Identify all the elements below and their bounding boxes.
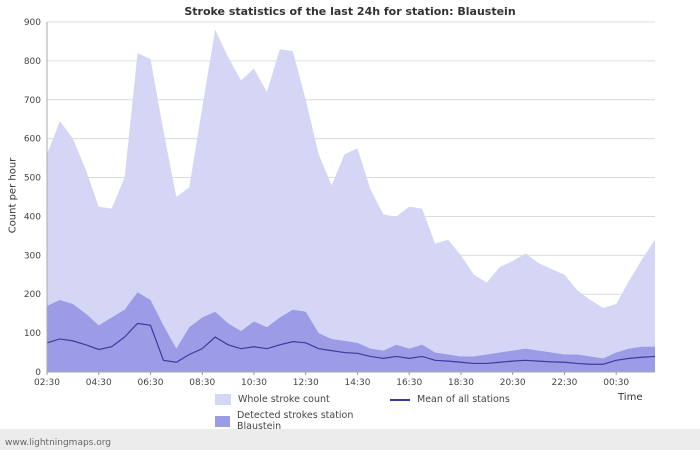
x-tick-label: 06:30 [138,378,164,388]
x-tick-label: 14:30 [344,378,370,388]
footer-bar: www.lightningmaps.org [0,429,700,450]
legend-label-detected-strokes: Detected strokes station Blaustein [236,410,354,432]
y-tick-label: 500 [24,174,41,184]
x-tick-label: 20:30 [500,378,526,388]
y-tick-label: 0 [35,368,41,378]
whole-stroke-swatch [215,394,231,405]
y-axis-label: Count per hour [7,157,19,234]
x-tick-label: 04:30 [86,378,112,388]
legend-item-mean: Mean of all stations [390,394,510,405]
legend-label-mean: Mean of all stations [417,394,510,405]
y-tick-label: 900 [24,18,41,28]
legend-item-detected-strokes: Detected strokes station Blaustein [215,410,390,432]
detected-strokes-area [47,292,655,372]
legend: Whole stroke count Detected strokes stat… [215,394,510,432]
y-tick-label: 400 [24,212,41,222]
mean-line [46,322,656,365]
y-tick-label: 100 [24,329,41,339]
detected-strokes-swatch [215,415,230,427]
whole-stroke-area [47,29,655,373]
y-tick-label: 600 [24,135,41,145]
x-tick-label: 16:30 [396,378,422,388]
mean-line-swatch [390,398,410,401]
x-tick-label: 10:30 [241,378,267,388]
y-tick-label: 800 [24,57,41,67]
y-tick-label: 200 [24,290,41,300]
legend-label-whole-stroke: Whole stroke count [238,394,330,405]
x-tick-label: 18:30 [448,378,474,388]
chart-title: Stroke statistics of the last 24h for st… [184,5,516,18]
x-tick-label: 08:30 [189,378,215,388]
x-tick-label: 12:30 [293,378,319,388]
x-tick-label: 00:30 [603,378,629,388]
lightningmaps-link[interactable]: www.lightningmaps.org [5,438,111,448]
stroke-chart: 0 100 200 300 400 500 600 700 800 900 02:30 04:30 06… [24,18,656,388]
y-tick-label: 300 [24,251,41,261]
y-tick-label: 700 [24,96,41,106]
x-tick-label: 22:30 [551,378,577,388]
legend-item-whole-stroke: Whole stroke count [215,394,390,405]
x-tick-label: 02:30 [34,378,60,388]
x-axis-label: Time [618,392,643,403]
